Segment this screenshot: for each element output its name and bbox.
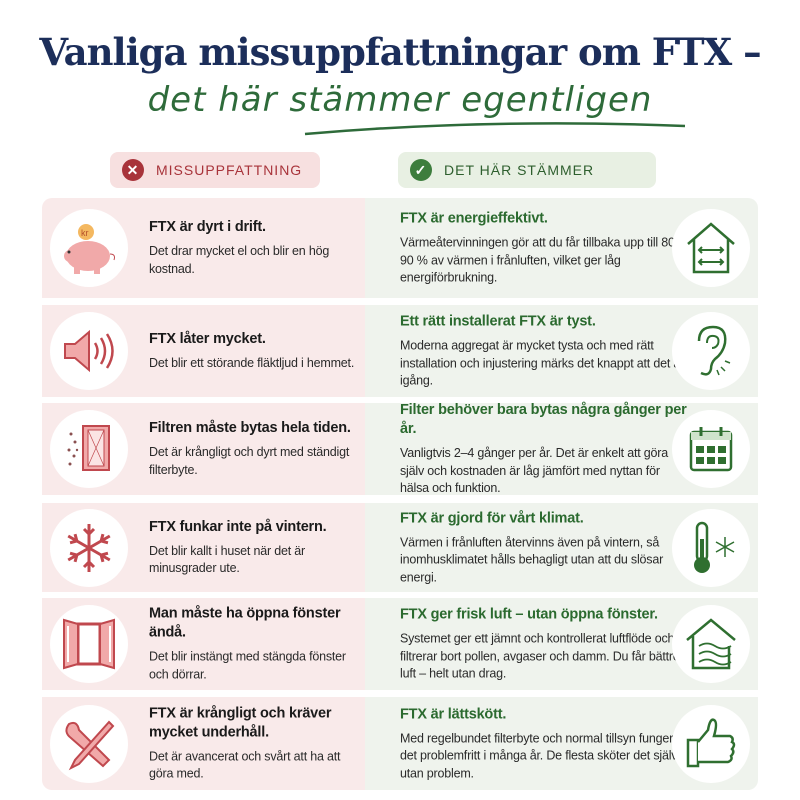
fact-title: FTX är gjord för vårt klimat. [400, 509, 584, 526]
myth-title: Man måste ha öppna fönster ändå. [149, 605, 341, 641]
myth-cell: kr FTX är dyrt i drift. Det drar mycket e… [42, 198, 365, 298]
myth-cell: FTX funkar inte på vintern. Det blir kall… [42, 503, 365, 592]
check-circle-icon: ✓ [410, 159, 432, 181]
fact-title: FTX är lättskött. [400, 705, 507, 722]
piggy-bank-icon: kr [50, 209, 128, 287]
house-arrows-icon [672, 209, 750, 287]
myth-cell: Man måste ha öppna fönster ändå. Det blir… [42, 598, 365, 690]
myth-text: Det är avancerat och svårt att ha att gö… [149, 749, 341, 781]
fact-cell: FTX är energieffektivt. Värmeåtervinninge… [365, 198, 758, 298]
fact-cell: Filter behöver bara bytas några gånger p… [365, 401, 758, 495]
comparison-row: Filtren måste bytas hela tiden. Det är kr… [42, 401, 758, 495]
myth-text: Det drar mycket el och blir en hög kostn… [149, 244, 330, 276]
fact-column-header: ✓ DET HÄR STÄMMER [398, 152, 656, 188]
ear-icon [672, 312, 750, 390]
x-circle-icon: ✕ [122, 159, 144, 181]
myth-text: Det är krångligt och dyrt med ständigt f… [149, 445, 350, 477]
myth-text: Det blir instängt med stängda fönster oc… [149, 649, 346, 682]
fact-title: FTX ger frisk luft – utan öppna fönster. [400, 606, 658, 623]
fact-cell: FTX ger frisk luft – utan öppna fönster.… [365, 598, 758, 690]
snowflake-icon [50, 508, 128, 587]
myth-title: FTX är krångligt och kräver mycket under… [149, 705, 332, 740]
thermometer-icon [672, 508, 750, 587]
fact-text: Med regelbundet filterbyte och normal ti… [400, 730, 685, 780]
myth-title: Filtren måste bytas hela tiden. [149, 420, 351, 436]
page-title: Vanliga missuppfattningar om FTX – [39, 30, 761, 74]
comparison-row: kr FTX är dyrt i drift. Det drar mycket e… [42, 198, 758, 298]
open-window-icon [50, 605, 128, 683]
comparison-row: Man måste ha öppna fönster ändå. Det blir… [42, 598, 758, 690]
fact-text: Moderna aggregat är mycket tysta och med… [400, 338, 685, 388]
calendar-icon [672, 410, 750, 488]
fact-cell: FTX är gjord för vårt klimat. Värmen i fr… [365, 503, 758, 592]
myth-text: Det blir ett störande fläktljud i hemmet… [149, 355, 355, 370]
svg-text:kr: kr [81, 228, 89, 238]
myth-title: FTX funkar inte på vintern. [149, 518, 327, 535]
myth-title: FTX låter mycket. [149, 330, 266, 347]
page-subtitle: det här stämmer egentligen [147, 80, 653, 120]
myth-header-label: MISSUPPFATTNING [156, 162, 303, 178]
underline-swash [304, 122, 686, 136]
fact-text: Systemet ger ett jämnt och kontrollerat … [400, 631, 680, 681]
fact-title: FTX är energieffektivt. [400, 210, 548, 227]
myth-title: FTX är dyrt i drift. [149, 219, 266, 235]
myth-cell: FTX låter mycket. Det blir ett störande f… [42, 305, 365, 397]
fact-cell: Ett rätt installerat FTX är tyst. Moderna… [365, 305, 758, 397]
house-air-icon [672, 605, 750, 683]
comparison-row: FTX är krångligt och kräver mycket under… [42, 697, 758, 790]
comparison-row: FTX låter mycket. Det blir ett störande f… [42, 305, 758, 397]
myth-text: Det blir kallt i huset när det är minusg… [149, 543, 305, 576]
fact-title: Filter behöver bara bytas några gånger p… [400, 401, 687, 437]
comparison-row: FTX funkar inte på vintern. Det blir kall… [42, 503, 758, 592]
fact-text: Vanligtvis 2–4 gånger per år. Det är enk… [400, 445, 669, 495]
fact-cell: FTX är lättskött. Med regelbundet filterb… [365, 697, 758, 790]
fact-text: Värmeåtervinningen gör att du får tillba… [400, 235, 682, 285]
myth-cell: FTX är krångligt och kräver mycket under… [42, 697, 365, 790]
fact-header-label: DET HÄR STÄMMER [444, 162, 595, 178]
filter-icon [50, 410, 128, 488]
speaker-icon [50, 312, 128, 390]
myth-cell: Filtren måste bytas hela tiden. Det är kr… [42, 403, 365, 495]
tools-icon [50, 704, 128, 783]
fact-title: Ett rätt installerat FTX är tyst. [400, 313, 596, 330]
fact-text: Värmen i frånluften återvinns även på vi… [400, 534, 664, 584]
myth-column-header: ✕ MISSUPPFATTNING [110, 152, 320, 188]
thumbs-up-icon [672, 704, 750, 783]
